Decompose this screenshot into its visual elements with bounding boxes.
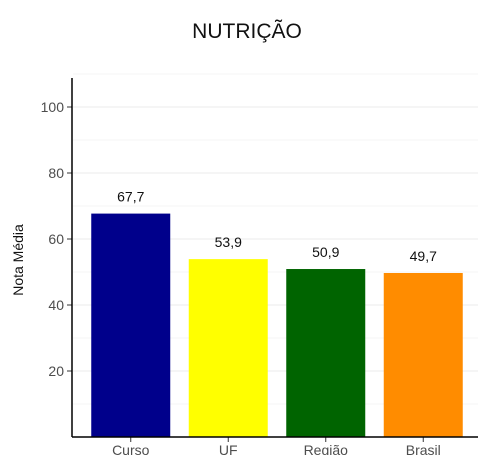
bars [91,213,463,437]
bar [286,269,366,437]
y-tick-label: 20 [48,363,64,379]
bar [91,213,171,437]
x-axis-ticks: Curso UF Região Brasil [112,437,441,455]
y-tick-label: 60 [48,231,64,247]
x-tick-label: UF [219,442,238,455]
x-tick-label: Região [304,442,349,455]
x-tick-label: Curso [112,442,150,455]
data-label: 50,9 [312,244,339,260]
data-label: 67,7 [117,189,144,205]
data-label: 49,7 [410,248,437,264]
data-label: 53,9 [215,234,242,250]
y-tick-label: 100 [41,99,65,115]
x-tick-label: Brasil [406,442,441,455]
y-axis-label: Nota Média [10,224,26,296]
y-tick-label: 40 [48,297,64,313]
data-labels: 67,7 53,9 50,9 49,7 [117,189,437,264]
y-tick-label: 80 [48,165,64,181]
bar [383,272,463,437]
bar [188,259,268,437]
y-axis-ticks: 20 40 60 80 100 [41,99,72,379]
chart-title: NUTRIÇÃO [192,19,302,43]
